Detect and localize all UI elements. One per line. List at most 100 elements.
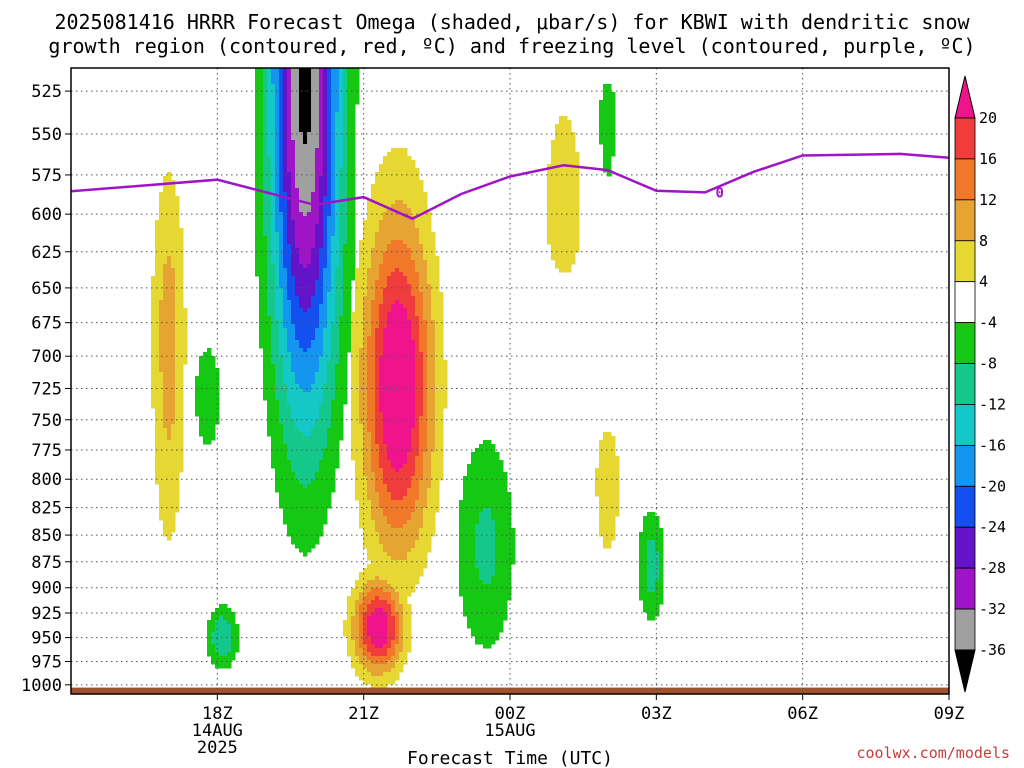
omega-cell bbox=[323, 224, 328, 229]
omega-cell bbox=[371, 244, 376, 249]
omega-cell bbox=[399, 452, 404, 457]
omega-cell bbox=[287, 288, 292, 293]
omega-cell bbox=[359, 296, 364, 301]
omega-cell bbox=[371, 272, 376, 277]
omega-cell bbox=[179, 344, 184, 349]
omega-cell bbox=[319, 128, 324, 133]
omega-cell bbox=[259, 228, 264, 233]
omega-cell bbox=[159, 464, 164, 469]
omega-cell bbox=[363, 396, 368, 401]
omega-cell bbox=[267, 68, 272, 73]
omega-cell bbox=[363, 452, 368, 457]
omega-cell bbox=[279, 140, 284, 145]
omega-cell bbox=[379, 440, 384, 445]
omega-cell bbox=[171, 456, 176, 461]
omega-cell bbox=[259, 72, 264, 77]
omega-cell bbox=[227, 628, 232, 633]
omega-cell bbox=[311, 532, 316, 537]
omega-cell bbox=[315, 340, 320, 345]
omega-cell bbox=[159, 404, 164, 409]
omega-cell bbox=[319, 512, 324, 517]
omega-cell bbox=[303, 504, 308, 509]
omega-cell bbox=[155, 392, 160, 397]
omega-cell bbox=[351, 440, 356, 445]
omega-cell bbox=[399, 480, 404, 485]
omega-cell bbox=[363, 540, 368, 545]
omega-cell bbox=[387, 372, 392, 377]
omega-cell bbox=[303, 500, 308, 505]
omega-cell bbox=[283, 200, 288, 205]
omega-cell bbox=[295, 496, 300, 501]
omega-cell bbox=[167, 256, 172, 261]
omega-cell bbox=[299, 460, 304, 465]
omega-cell bbox=[259, 336, 264, 341]
omega-cell bbox=[403, 440, 408, 445]
omega-cell bbox=[395, 676, 400, 681]
omega-cell bbox=[367, 656, 372, 661]
omega-cell bbox=[347, 596, 352, 601]
omega-cell bbox=[315, 440, 320, 445]
omega-cell bbox=[367, 408, 372, 413]
omega-cell bbox=[319, 204, 324, 209]
omega-cell bbox=[211, 364, 216, 369]
omega-cell bbox=[287, 276, 292, 281]
omega-cell bbox=[395, 196, 400, 201]
omega-cell bbox=[347, 332, 352, 337]
omega-cell bbox=[395, 428, 400, 433]
omega-cell bbox=[395, 528, 400, 533]
omega-cell bbox=[291, 88, 296, 93]
omega-cell bbox=[403, 384, 408, 389]
omega-cell bbox=[295, 524, 300, 529]
omega-cell bbox=[207, 428, 212, 433]
omega-cell bbox=[399, 592, 404, 597]
omega-cell bbox=[323, 296, 328, 301]
omega-cell bbox=[263, 96, 268, 101]
omega-cell bbox=[307, 520, 312, 525]
omega-cell bbox=[379, 568, 384, 573]
omega-cell bbox=[175, 376, 180, 381]
omega-cell bbox=[323, 272, 328, 277]
omega-cell bbox=[179, 384, 184, 389]
omega-cell bbox=[295, 188, 300, 193]
omega-cell bbox=[315, 412, 320, 417]
omega-cell bbox=[307, 104, 312, 109]
omega-cell bbox=[403, 476, 408, 481]
omega-cell bbox=[275, 332, 280, 337]
omega-cell bbox=[271, 188, 276, 193]
omega-cell bbox=[335, 144, 340, 149]
omega-cell bbox=[291, 112, 296, 117]
omega-cell bbox=[283, 460, 288, 465]
omega-cell bbox=[291, 492, 296, 497]
omega-cell bbox=[275, 476, 280, 481]
omega-cell bbox=[403, 196, 408, 201]
omega-cell bbox=[371, 604, 376, 609]
omega-cell bbox=[167, 468, 172, 473]
omega-cell bbox=[179, 260, 184, 265]
omega-cell bbox=[335, 216, 340, 221]
omega-cell bbox=[339, 88, 344, 93]
omega-cell bbox=[307, 516, 312, 521]
omega-cell bbox=[387, 164, 392, 169]
omega-cell bbox=[319, 376, 324, 381]
omega-cell bbox=[391, 560, 396, 565]
omega-cell bbox=[291, 100, 296, 105]
omega-cell bbox=[379, 528, 384, 533]
omega-cell bbox=[303, 164, 308, 169]
omega-cell bbox=[295, 456, 300, 461]
omega-cell bbox=[163, 448, 168, 453]
omega-cell bbox=[167, 368, 172, 373]
omega-cell bbox=[379, 544, 384, 549]
omega-cell bbox=[295, 520, 300, 525]
omega-cell bbox=[347, 600, 352, 605]
omega-cell bbox=[223, 656, 228, 661]
omega-cell bbox=[271, 92, 276, 97]
omega-cell bbox=[395, 660, 400, 665]
omega-cell bbox=[399, 364, 404, 369]
omega-cell bbox=[267, 116, 272, 121]
omega-cell bbox=[375, 328, 380, 333]
omega-cell bbox=[259, 252, 264, 257]
omega-cell bbox=[403, 252, 408, 257]
omega-cell bbox=[379, 624, 384, 629]
omega-cell bbox=[275, 484, 280, 489]
omega-cell bbox=[395, 464, 400, 469]
